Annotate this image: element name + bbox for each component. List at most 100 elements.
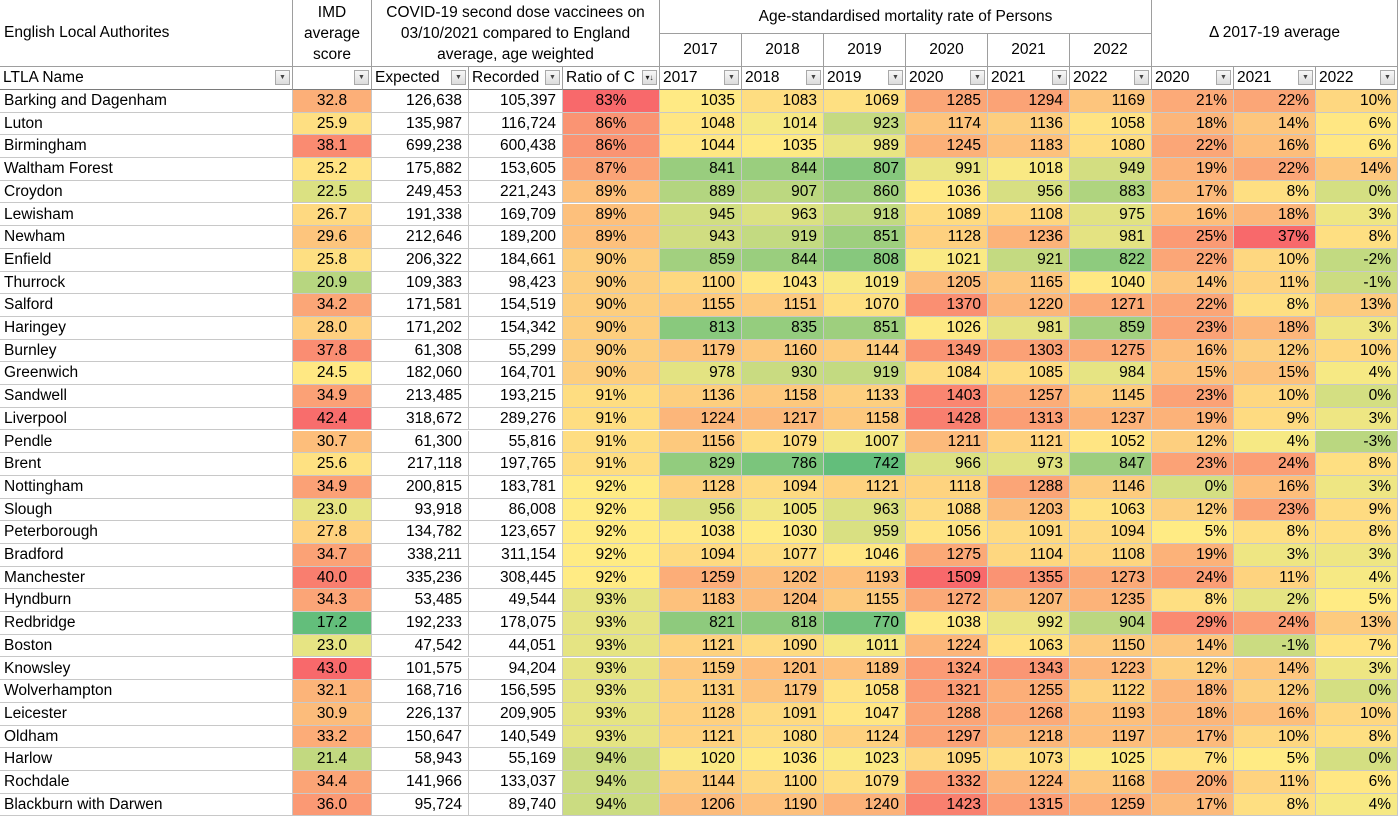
cell-mortality[interactable]: 1018 [988, 158, 1070, 181]
cell-mortality[interactable]: 1288 [988, 475, 1070, 499]
cell-mortality[interactable]: 1122 [1070, 680, 1152, 703]
cell-recorded[interactable]: 169,709 [469, 203, 563, 227]
cell-mortality[interactable]: 1091 [988, 521, 1070, 544]
cell-mortality[interactable]: 1271 [1070, 294, 1152, 317]
cell-mortality[interactable]: 1036 [742, 748, 824, 771]
cell-mortality[interactable]: 918 [824, 203, 906, 227]
cell-recorded[interactable]: 164,701 [469, 362, 563, 386]
cell-delta[interactable]: 4% [1316, 793, 1398, 816]
cell-mortality[interactable]: 904 [1070, 612, 1152, 635]
cell-ltla-name[interactable]: Hyndburn [0, 589, 293, 613]
cell-expected[interactable]: 191,338 [372, 203, 469, 227]
cell-mortality[interactable]: 786 [742, 453, 824, 476]
cell-delta[interactable]: 16% [1234, 135, 1316, 159]
cell-recorded[interactable]: 133,037 [469, 771, 563, 794]
cell-mortality[interactable]: 1063 [988, 634, 1070, 658]
cell-mortality[interactable]: 1165 [988, 271, 1070, 295]
cell-delta[interactable]: 8% [1234, 294, 1316, 317]
cell-delta[interactable]: 10% [1316, 90, 1398, 113]
cell-ratio[interactable]: 94% [563, 771, 660, 794]
cell-expected[interactable]: 249,453 [372, 180, 469, 204]
cell-imd-score[interactable]: 21.4 [293, 748, 372, 771]
cell-mortality[interactable]: 1240 [824, 793, 906, 816]
cell-mortality[interactable]: 992 [988, 612, 1070, 635]
cell-ratio[interactable]: 92% [563, 475, 660, 499]
cell-mortality[interactable]: 1321 [906, 680, 988, 703]
cell-mortality[interactable]: 1090 [742, 634, 824, 658]
cell-mortality[interactable]: 1206 [660, 793, 742, 816]
cell-mortality[interactable]: 1160 [742, 339, 824, 363]
cell-mortality[interactable]: 1275 [1070, 339, 1152, 363]
cell-delta[interactable]: -2% [1316, 248, 1398, 272]
cell-ratio[interactable]: 93% [563, 657, 660, 681]
cell-recorded[interactable]: 89,740 [469, 793, 563, 816]
cell-expected[interactable]: 141,966 [372, 771, 469, 794]
cell-ltla-name[interactable]: Brent [0, 453, 293, 476]
filter-dropdown-icon[interactable]: ▼ [1298, 70, 1313, 85]
cell-ratio[interactable]: 92% [563, 566, 660, 590]
cell-ltla-name[interactable]: Boston [0, 634, 293, 658]
cell-mortality[interactable]: 1073 [988, 748, 1070, 771]
cell-mortality[interactable]: 1272 [906, 589, 988, 613]
cell-imd-score[interactable]: 17.2 [293, 612, 372, 635]
cell-mortality[interactable]: 1259 [660, 566, 742, 590]
cell-ltla-name[interactable]: Thurrock [0, 271, 293, 295]
cell-mortality[interactable]: 943 [660, 226, 742, 249]
cell-mortality[interactable]: 1083 [742, 90, 824, 113]
cell-recorded[interactable]: 156,595 [469, 680, 563, 703]
cell-mortality[interactable]: 813 [660, 317, 742, 340]
cell-delta[interactable]: 18% [1234, 203, 1316, 227]
cell-delta[interactable]: 7% [1316, 634, 1398, 658]
filter-dropdown-icon[interactable]: ▼ [888, 70, 903, 85]
cell-expected[interactable]: 226,137 [372, 702, 469, 726]
cell-mortality[interactable]: 1201 [742, 657, 824, 681]
cell-ltla-name[interactable]: Enfield [0, 248, 293, 272]
cell-mortality[interactable]: 1088 [906, 498, 988, 522]
cell-delta[interactable]: 9% [1234, 407, 1316, 431]
cell-mortality[interactable]: 1035 [660, 90, 742, 113]
cell-mortality[interactable]: 956 [988, 180, 1070, 204]
cell-delta[interactable]: 24% [1234, 453, 1316, 476]
cell-mortality[interactable]: 984 [1070, 362, 1152, 386]
cell-ratio[interactable]: 90% [563, 317, 660, 340]
cell-mortality[interactable]: 1183 [660, 589, 742, 613]
cell-ltla-name[interactable]: Liverpool [0, 407, 293, 431]
cell-ltla-name[interactable]: Bradford [0, 544, 293, 567]
cell-recorded[interactable]: 308,445 [469, 566, 563, 590]
cell-mortality[interactable]: 818 [742, 612, 824, 635]
cell-imd-score[interactable]: 24.5 [293, 362, 372, 386]
cell-ltla-name[interactable]: Burnley [0, 339, 293, 363]
cell-mortality[interactable]: 991 [906, 158, 988, 181]
cell-delta[interactable]: 3% [1316, 407, 1398, 431]
cell-delta[interactable]: 37% [1234, 226, 1316, 249]
cell-ltla-name[interactable]: Waltham Forest [0, 158, 293, 181]
cell-imd-score[interactable]: 34.9 [293, 475, 372, 499]
cell-ratio[interactable]: 90% [563, 248, 660, 272]
cell-imd-score[interactable]: 43.0 [293, 657, 372, 681]
cell-imd-score[interactable]: 28.0 [293, 317, 372, 340]
cell-mortality[interactable]: 1085 [988, 362, 1070, 386]
cell-delta[interactable]: 10% [1316, 339, 1398, 363]
cell-expected[interactable]: 61,308 [372, 339, 469, 363]
cell-mortality[interactable]: 1023 [824, 748, 906, 771]
filter-dropdown-icon[interactable]: ▼ [970, 70, 985, 85]
cell-imd-score[interactable]: 34.4 [293, 771, 372, 794]
cell-recorded[interactable]: 193,215 [469, 385, 563, 408]
cell-delta[interactable]: 29% [1152, 612, 1234, 635]
cell-mortality[interactable]: 1030 [742, 521, 824, 544]
cell-ltla-name[interactable]: Salford [0, 294, 293, 317]
cell-mortality[interactable]: 1168 [1070, 771, 1152, 794]
cell-mortality[interactable]: 1370 [906, 294, 988, 317]
cell-ltla-name[interactable]: Blackburn with Darwen [0, 793, 293, 816]
header-year[interactable]: 2017 [660, 34, 742, 67]
cell-mortality[interactable]: 930 [742, 362, 824, 386]
cell-delta[interactable]: 0% [1316, 180, 1398, 204]
cell-imd-score[interactable]: 23.0 [293, 634, 372, 658]
cell-mortality[interactable]: 1257 [988, 385, 1070, 408]
cell-delta[interactable]: 2% [1234, 589, 1316, 613]
cell-recorded[interactable]: 123,657 [469, 521, 563, 544]
cell-mortality[interactable]: 1038 [906, 612, 988, 635]
cell-ltla-name[interactable]: Lewisham [0, 203, 293, 227]
cell-mortality[interactable]: 1025 [1070, 748, 1152, 771]
cell-delta[interactable]: 18% [1152, 680, 1234, 703]
